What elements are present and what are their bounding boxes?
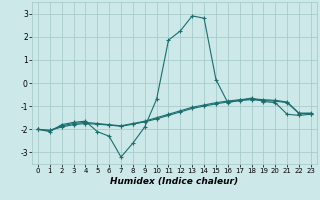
X-axis label: Humidex (Indice chaleur): Humidex (Indice chaleur) [110,177,238,186]
